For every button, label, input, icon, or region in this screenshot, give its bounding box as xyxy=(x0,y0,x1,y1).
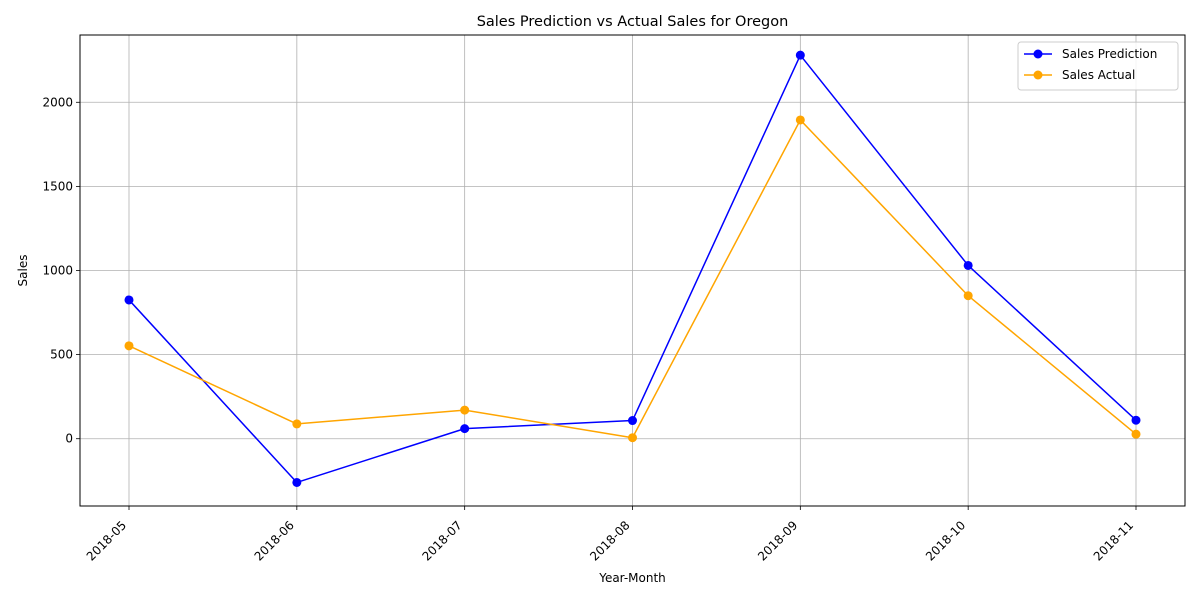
data-point xyxy=(795,115,805,125)
legend-label: Sales Actual xyxy=(1062,68,1135,82)
data-point xyxy=(124,341,134,351)
x-tick-label: 2018-05 xyxy=(84,518,129,563)
x-axis-title: Year-Month xyxy=(598,571,666,585)
chart-title: Sales Prediction vs Actual Sales for Ore… xyxy=(477,14,789,30)
y-ticks: 0 500 1000 1500 2000 xyxy=(42,95,80,446)
data-point xyxy=(460,424,470,434)
legend-marker xyxy=(1033,70,1043,80)
y-axis-title: Sales xyxy=(16,255,30,287)
grid-lines xyxy=(80,35,1185,506)
series-sales-actual xyxy=(124,115,1141,443)
legend: Sales Prediction Sales Actual xyxy=(1017,41,1179,91)
data-point xyxy=(963,291,973,301)
series-sales-prediction xyxy=(124,50,1141,487)
y-tick-label: 1000 xyxy=(42,264,73,278)
y-tick-label: 1500 xyxy=(42,179,73,193)
x-tick-label: 2018-06 xyxy=(252,518,297,563)
x-tick-label: 2018-10 xyxy=(923,518,968,563)
data-point xyxy=(795,50,805,60)
data-point xyxy=(1131,429,1141,439)
x-tick-label: 2018-11 xyxy=(1091,518,1136,563)
y-tick-label: 0 xyxy=(65,432,73,446)
data-point xyxy=(124,295,134,305)
data-point xyxy=(1131,415,1141,425)
legend-items: Sales Prediction Sales Actual xyxy=(1024,47,1157,82)
x-tick-label: 2018-08 xyxy=(587,518,632,563)
y-tick-label: 2000 xyxy=(42,95,73,109)
legend-item: Sales Prediction xyxy=(1024,47,1157,61)
x-tick-label: 2018-09 xyxy=(755,518,800,563)
data-point xyxy=(292,419,302,429)
legend-box xyxy=(1017,41,1179,91)
series-lines xyxy=(124,50,1141,487)
legend-label: Sales Prediction xyxy=(1062,47,1157,61)
data-point xyxy=(292,477,302,487)
data-point xyxy=(628,416,637,426)
data-point xyxy=(460,405,470,415)
legend-item: Sales Actual xyxy=(1024,68,1135,82)
data-point xyxy=(628,433,637,443)
legend-marker xyxy=(1033,49,1043,59)
y-tick-label: 500 xyxy=(50,348,73,362)
x-tick-label: 2018-07 xyxy=(419,518,464,563)
x-ticks: 2018-05 2018-06 2018-07 2018-08 2018-09 2018-… xyxy=(84,506,1137,564)
data-point xyxy=(963,260,973,270)
